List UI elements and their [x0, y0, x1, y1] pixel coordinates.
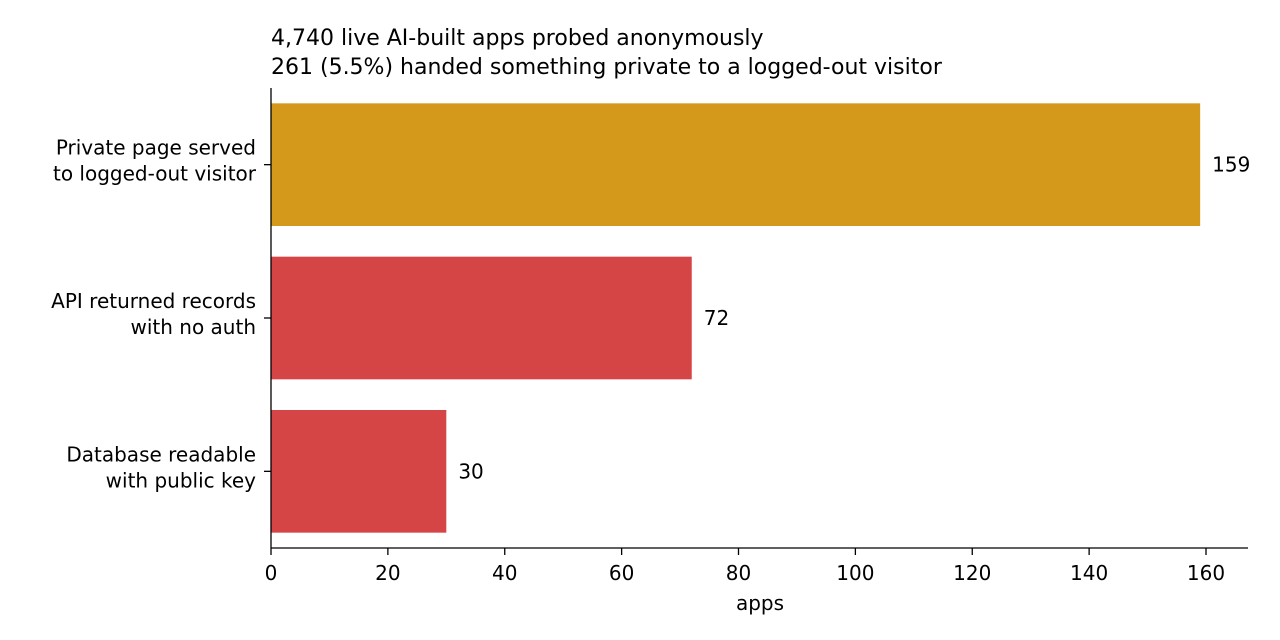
category-label-0: Private page served to logged-out visitor [53, 136, 257, 186]
bars [271, 103, 1201, 533]
x-tick-label-4: 80 [726, 561, 751, 585]
x-tick-label-3: 60 [609, 561, 634, 585]
axes [270, 88, 1248, 549]
x-tick-label-7: 140 [1070, 561, 1108, 585]
category-label-2-line-1: with public key [106, 468, 256, 492]
bar-2 [271, 410, 447, 533]
chart-title-line-1: 4,740 live AI-built apps probed anonymou… [271, 26, 764, 51]
value-label-2: 30 [458, 459, 483, 483]
category-label-0-line-1: to logged-out visitor [53, 162, 257, 186]
x-tick-label-2: 40 [492, 561, 517, 585]
x-tick-label-1: 20 [375, 561, 400, 585]
category-label-0-line-0: Private page served [56, 136, 256, 160]
x-tick-label-8: 160 [1187, 561, 1225, 585]
chart-title: 4,740 live AI-built apps probed anonymou… [271, 26, 943, 80]
x-tick-label-0: 0 [265, 561, 278, 585]
x-axis-ticks: 0 20 40 60 80 100 120 140 160 [265, 548, 1225, 585]
category-label-1-line-1: with no auth [130, 315, 256, 339]
x-tick-label-6: 120 [953, 561, 991, 585]
bar-0 [271, 103, 1201, 226]
category-label-1: API returned records with no auth [51, 289, 256, 339]
x-tick-label-5: 100 [836, 561, 874, 585]
value-labels: 159 72 30 [458, 153, 1250, 484]
value-label-0: 159 [1212, 153, 1250, 177]
category-label-2: Database readable with public key [66, 442, 256, 492]
x-axis-title: apps [736, 591, 784, 615]
category-label-2-line-0: Database readable [66, 442, 256, 466]
bar-1 [271, 256, 692, 380]
value-label-1: 72 [704, 306, 729, 330]
chart-title-line-2: 261 (5.5%) handed something private to a… [271, 55, 943, 80]
category-labels: Private page served to logged-out visitor… [51, 136, 271, 492]
category-label-1-line-0: API returned records [51, 289, 256, 313]
